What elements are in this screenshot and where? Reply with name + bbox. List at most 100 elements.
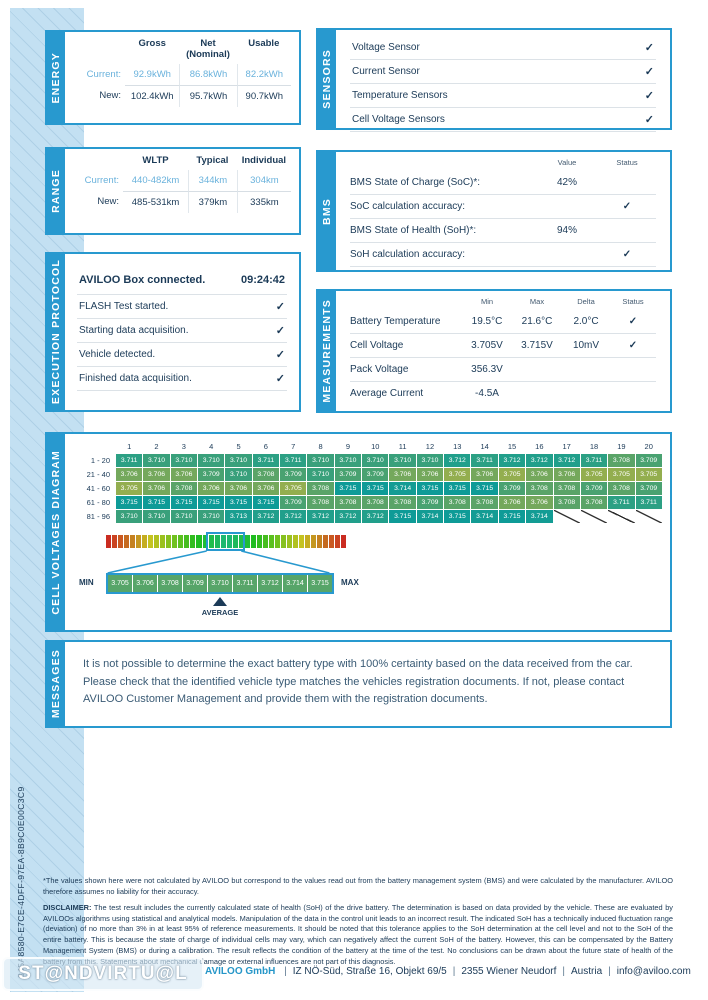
sensors-section: SENSORS Voltage Sensor ✓ Current Sensor ✓ Te…: [316, 28, 672, 132]
cell-voltage: 3.709: [362, 468, 389, 481]
measurement-min: 3.705V: [462, 334, 512, 358]
legend-voltage-cell: 3.711: [233, 575, 257, 592]
cell-voltage: 3.715: [252, 496, 280, 509]
measurement-row-label: Average Current: [350, 388, 424, 399]
sensor-label: Current Sensor: [352, 66, 420, 77]
legend-voltage-cell: 3.712: [258, 575, 282, 592]
cell-voltage: 3.715: [498, 510, 526, 523]
sensor-row: Voltage Sensor ✓: [350, 36, 656, 60]
cell-voltage: 3.715: [334, 482, 362, 495]
check-icon: ✓: [644, 42, 654, 54]
measurement-status-empty: [610, 382, 656, 405]
cell-voltage: 3.710: [116, 510, 143, 523]
legend-voltage-cell: 3.706: [133, 575, 157, 592]
cell-voltage: 3.709: [635, 482, 662, 495]
cell-voltage: 3.708: [526, 482, 553, 495]
cell-voltage: 3.710: [198, 454, 225, 467]
sensor-row: Temperature Sensors ✓: [350, 84, 656, 108]
value-cell: 102.4kWh: [125, 84, 180, 107]
cell-voltage: 3.715: [444, 482, 471, 495]
sensor-row: Current Sensor ✓: [350, 60, 656, 84]
strip-segment: [256, 535, 262, 548]
average-marker-triangle: [213, 597, 227, 606]
bms-value: [536, 195, 598, 219]
range-section-label: RANGE: [50, 169, 62, 213]
measurement-delta: [562, 382, 610, 405]
measurements-section: MEASUREMENTS Min Max Delta Status Battery Te…: [316, 289, 672, 413]
cell-voltage: 3.714: [389, 482, 416, 495]
cell-voltage: 3.708: [307, 496, 334, 509]
cell-voltage: 3.709: [580, 482, 608, 495]
cell-voltage: 3.708: [580, 496, 608, 509]
sensor-label: Voltage Sensor: [352, 42, 420, 53]
cell-column-number: 12: [425, 442, 435, 451]
cell-voltage: 3.706: [389, 468, 416, 481]
column-header: Value: [557, 158, 577, 167]
bms-section-label: BMS: [321, 197, 333, 225]
cell-row-label: 21 - 40: [86, 470, 110, 479]
strip-segment: [220, 535, 226, 548]
legend-voltage-cell: 3.708: [158, 575, 182, 592]
execution-step-label: Finished data acquisition.: [79, 373, 192, 384]
voltage-color-strip: [106, 535, 347, 548]
strip-segment: [148, 535, 154, 548]
bms-status-empty: [598, 171, 656, 195]
cell-voltage: 3.706: [553, 468, 580, 481]
cell-voltage: 3.715: [444, 510, 471, 523]
disclaimer-label: DISCLAIMER:: [43, 903, 92, 912]
strip-segment: [178, 535, 184, 548]
strip-segment: [226, 535, 232, 548]
cell-voltage: 3.715: [116, 496, 143, 509]
cell-voltage: 3.715: [416, 482, 444, 495]
strip-segment: [124, 535, 130, 548]
cell-voltages-section: CELL VOLTAGES DIAGRAM 1 2 3 4 5 6 7 8 9 10 11 12 13 1…: [45, 432, 672, 632]
cell-voltage: 3.710: [389, 454, 416, 467]
footer-disclaimer: DISCLAIMER: The test result includes the…: [43, 903, 673, 967]
value-cell: 335km: [236, 190, 291, 213]
cell-voltage: 3.712: [280, 510, 307, 523]
messages-section-label: MESSAGES: [50, 649, 62, 719]
check-icon: ✓: [644, 90, 654, 102]
strip-segment: [172, 535, 178, 548]
measurement-max: 21.6°C: [512, 310, 562, 334]
value-cell: 90.7kWh: [236, 84, 291, 107]
strip-segment: [305, 535, 311, 548]
column-header: WLTP: [142, 155, 169, 166]
cell-column-number: 17: [562, 442, 571, 451]
execution-step-row: Starting data acquisition. ✓: [77, 319, 287, 343]
check-icon: ✓: [598, 195, 656, 219]
measurement-delta: 2.0°C: [562, 310, 610, 334]
strip-segment: [166, 535, 172, 548]
bms-table: Value Status BMS State of Charge (SoC)*: 42…: [350, 156, 656, 267]
cell-voltage: 3.715: [170, 496, 198, 509]
measurement-min: -4.5A: [475, 388, 499, 399]
cell-row-label: 41 - 60: [86, 484, 110, 493]
cell-voltage: 3.708: [553, 482, 580, 495]
cell-voltage: 3.709: [334, 468, 362, 481]
cell-voltage: 3.706: [471, 468, 498, 481]
column-header: Typical: [196, 155, 229, 166]
cell-voltages-table: 1 2 3 4 5 6 7 8 9 10 11 12 13 14 15 16 17 18 19 20 1 - 20 3.7…: [73, 442, 662, 523]
strip-segment: [335, 535, 341, 548]
cell-voltage: 3.706: [526, 468, 553, 481]
cell-voltage: 3.711: [580, 454, 608, 467]
value-cell: 304km: [236, 169, 291, 191]
measurement-delta: 10mV: [562, 334, 610, 358]
cell-column-number: 11: [398, 442, 407, 451]
check-icon: ✓: [644, 114, 654, 126]
cell-voltage: 3.708: [307, 482, 334, 495]
cell-column-number: 4: [209, 442, 214, 451]
footer-company-line: AVILOO GmbH | IZ NÖ-Süd, Straße 16, Objek…: [205, 966, 691, 977]
sensors-list: Voltage Sensor ✓ Current Sensor ✓ Temperatur…: [336, 30, 670, 132]
cell-voltage: 3.712: [252, 510, 280, 523]
cell-voltage: 3.710: [170, 454, 198, 467]
cell-empty: [608, 510, 635, 523]
cell-voltage: 3.710: [143, 454, 170, 467]
sensor-label: Cell Voltage Sensors: [352, 114, 445, 125]
sensor-label: Temperature Sensors: [352, 90, 448, 101]
messages-section-tab: MESSAGES: [47, 642, 65, 726]
cell-voltage: 3.710: [307, 454, 334, 467]
legend-min-label: MIN: [79, 578, 94, 587]
cell-column-number: 10: [371, 442, 380, 451]
cell-voltage: 3.708: [252, 468, 280, 481]
